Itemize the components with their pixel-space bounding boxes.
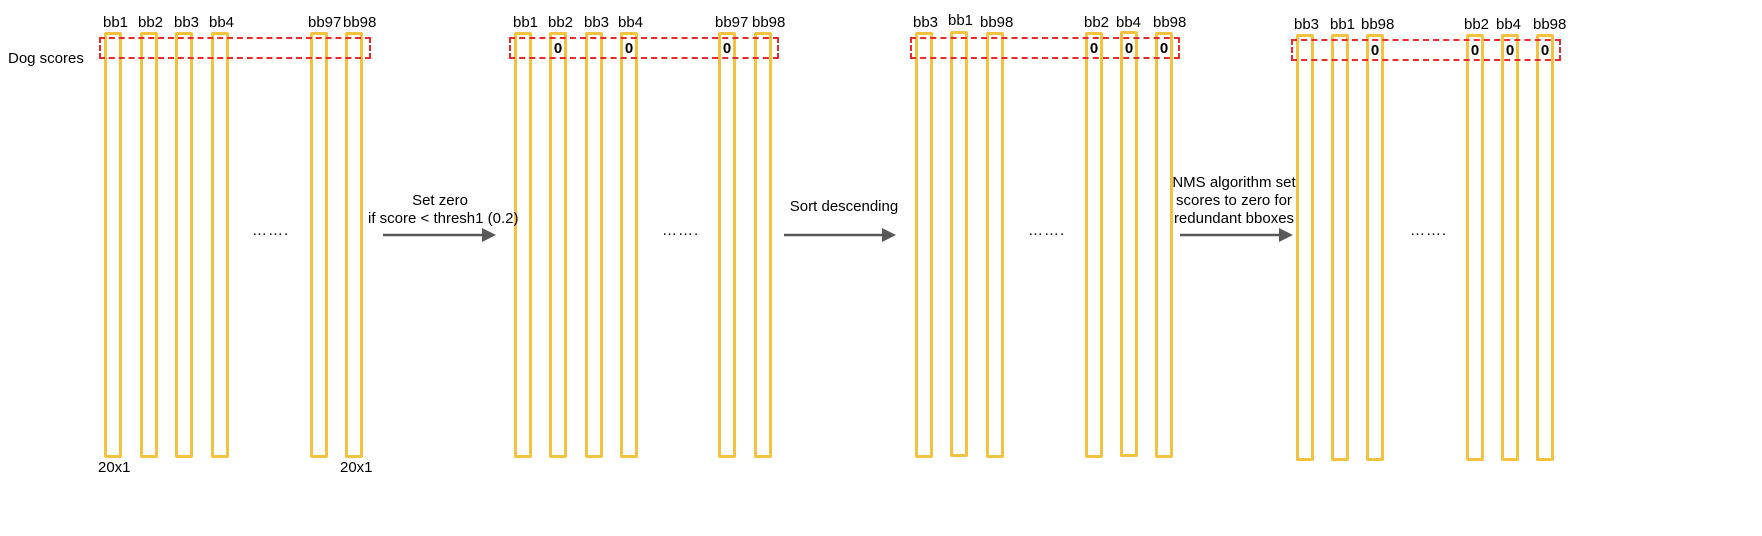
step3-line: NMS algorithm set: [1172, 174, 1296, 191]
column-label: bb98: [343, 14, 377, 31]
column-label: bb97: [715, 14, 749, 31]
score-column: [345, 32, 363, 458]
arrow-step2: [784, 228, 896, 242]
zero-score: 0: [1505, 42, 1515, 59]
column-label: bb3: [913, 14, 939, 31]
score-column: [211, 32, 229, 458]
score-column: [986, 32, 1004, 458]
column-label: bb98: [980, 14, 1014, 31]
score-column: [1155, 32, 1173, 458]
ellipsis: …….: [662, 222, 700, 239]
column-label: bb1: [513, 14, 539, 31]
score-column: [1331, 34, 1349, 461]
column-label: bb4: [1496, 16, 1522, 33]
dimension-label: 20x1: [340, 459, 373, 476]
zero-score: 0: [1159, 40, 1169, 57]
score-column: [549, 32, 567, 458]
score-column: [718, 32, 736, 458]
dog-score-row-highlight: [99, 37, 371, 59]
zero-score: 0: [1370, 42, 1380, 59]
row-label: Dog scores: [8, 50, 84, 67]
column-label: bb98: [1361, 16, 1395, 33]
score-column: [310, 32, 328, 458]
step1-line: Set zero: [412, 192, 468, 209]
step1-caption: Set zero if score < thresh1 (0.2): [368, 192, 519, 228]
column-label: bb2: [138, 14, 164, 31]
column-label: bb3: [1294, 16, 1320, 33]
step3-caption: NMS algorithm set scores to zero for red…: [1170, 174, 1298, 228]
score-column: [620, 32, 638, 458]
dimension-label: 20x1: [98, 459, 131, 476]
score-column: [1296, 34, 1314, 461]
step2-caption: Sort descending: [784, 198, 904, 216]
score-column: [104, 32, 122, 458]
column-label: bb98: [1153, 14, 1187, 31]
column-label: bb3: [174, 14, 200, 31]
score-column: [754, 32, 772, 458]
score-column: [1501, 34, 1519, 461]
zero-score: 0: [624, 40, 634, 57]
column-label: bb4: [209, 14, 235, 31]
step3-line: scores to zero for: [1176, 192, 1292, 209]
column-label: bb2: [1464, 16, 1490, 33]
score-column: [1536, 34, 1554, 461]
score-column: [1466, 34, 1484, 461]
score-column: [1366, 34, 1384, 461]
ellipsis: …….: [1028, 222, 1066, 239]
column-label: bb2: [1084, 14, 1110, 31]
ellipsis: …….: [252, 222, 290, 239]
arrow-step3: [1180, 228, 1293, 242]
column-label: bb4: [1116, 14, 1142, 31]
zero-score: 0: [722, 40, 732, 57]
column-label: bb1: [1330, 16, 1356, 33]
step1-line: if score < thresh1 (0.2): [368, 210, 519, 227]
column-label: bb2: [548, 14, 574, 31]
step2-line: Sort descending: [789, 198, 899, 215]
score-column: [1085, 32, 1103, 458]
step3-line: redundant bboxes: [1173, 210, 1295, 227]
zero-score: 0: [1470, 42, 1480, 59]
score-column: [1120, 31, 1138, 457]
column-label: bb4: [618, 14, 644, 31]
zero-score: 0: [553, 40, 563, 57]
column-label: bb98: [752, 14, 786, 31]
score-column: [585, 32, 603, 458]
zero-score: 0: [1089, 40, 1099, 57]
zero-score: 0: [1124, 40, 1134, 57]
score-column: [514, 32, 532, 458]
score-column: [140, 32, 158, 458]
column-label: bb3: [584, 14, 610, 31]
zero-score: 0: [1540, 42, 1550, 59]
column-label: bb97: [308, 14, 342, 31]
column-label: bb1: [103, 14, 129, 31]
score-column: [175, 32, 193, 458]
arrow-step1: [383, 228, 496, 242]
column-label: bb98: [1533, 16, 1567, 33]
score-column: [915, 32, 933, 458]
column-label: bb1: [948, 12, 974, 29]
dog-score-row-highlight: [509, 37, 779, 59]
dog-score-row-highlight: [1291, 39, 1561, 61]
dog-score-row-highlight: [910, 37, 1180, 59]
score-column: [950, 31, 968, 457]
ellipsis: …….: [1410, 222, 1448, 239]
